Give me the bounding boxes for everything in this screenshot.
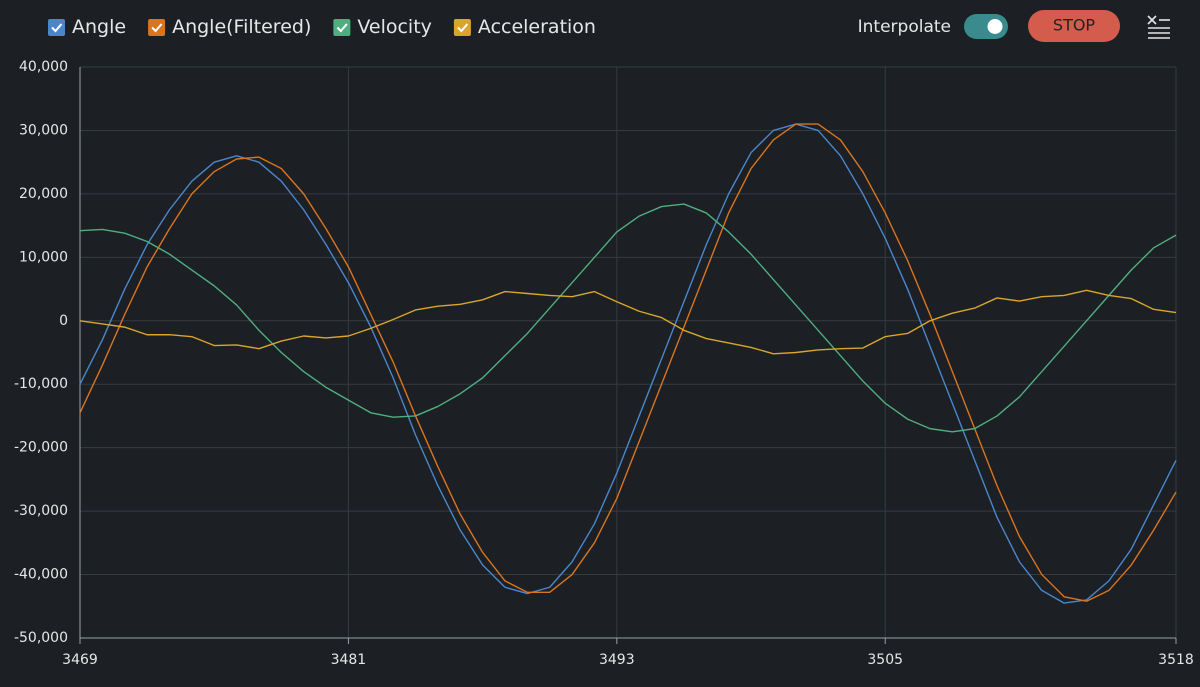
interpolate-label: Interpolate — [858, 17, 951, 37]
y-tick-label: 40,000 — [19, 59, 68, 75]
series-line — [79, 289, 1177, 355]
y-tick-label: -50,000 — [14, 630, 68, 646]
legend-label[interactable]: Velocity — [357, 16, 432, 38]
legend-checkmark[interactable] — [336, 23, 348, 33]
y-tick-label: -30,000 — [14, 503, 68, 519]
stop-button-bg[interactable] — [1028, 10, 1120, 42]
stop-button[interactable]: STOP — [1028, 10, 1120, 42]
legend-label[interactable]: Acceleration — [478, 16, 596, 38]
x-tick-label: 3469 — [62, 652, 98, 668]
legend-checkmark[interactable] — [457, 23, 469, 33]
series-line — [79, 203, 1177, 433]
menu-icon[interactable] — [1147, 15, 1170, 39]
legend-item[interactable]: Angle — [48, 16, 126, 38]
toggle-knob[interactable] — [987, 19, 1003, 34]
grid: -50,000 -40,000 -30,000 -20,000 -10,000 0 10,0… — [14, 59, 1194, 668]
x-tick-label: 3493 — [599, 652, 635, 668]
legend-item[interactable]: Acceleration — [453, 16, 596, 38]
legend-item[interactable]: Angle(Filtered) — [148, 16, 311, 38]
plot-lines — [79, 123, 1177, 604]
x-tick-label: 3505 — [867, 652, 903, 668]
legend-label[interactable]: Angle — [72, 16, 126, 38]
y-tick-label: -10,000 — [14, 376, 68, 392]
y-tick-label: -40,000 — [14, 567, 68, 583]
y-tick-label: -20,000 — [14, 440, 68, 456]
y-tick-label: 30,000 — [19, 122, 68, 138]
legend-item[interactable]: Velocity — [333, 16, 432, 38]
legend-checkmark[interactable] — [51, 23, 63, 33]
x-tick-label: 3518 — [1158, 652, 1194, 668]
legend-checkbox[interactable] — [333, 19, 351, 36]
legend-checkbox[interactable] — [148, 19, 166, 36]
y-tick-label: 0 — [59, 313, 68, 329]
y-tick-label: 10,000 — [19, 249, 68, 265]
y-tick-label: 20,000 — [19, 186, 68, 202]
legend: Angle Angle(Filtered) Velocity Acceleration — [48, 16, 596, 38]
series-line — [79, 123, 1177, 604]
series-line — [79, 123, 1177, 602]
interpolate-toggle[interactable] — [964, 14, 1008, 39]
menu-x[interactable] — [1147, 15, 1157, 25]
stop-button-label[interactable]: STOP — [1053, 16, 1096, 35]
legend-checkbox[interactable] — [48, 19, 65, 36]
legend-label[interactable]: Angle(Filtered) — [172, 16, 311, 38]
legend-checkmark[interactable] — [151, 23, 163, 33]
x-tick-label: 3481 — [331, 652, 367, 668]
legend-checkbox[interactable] — [453, 19, 471, 36]
